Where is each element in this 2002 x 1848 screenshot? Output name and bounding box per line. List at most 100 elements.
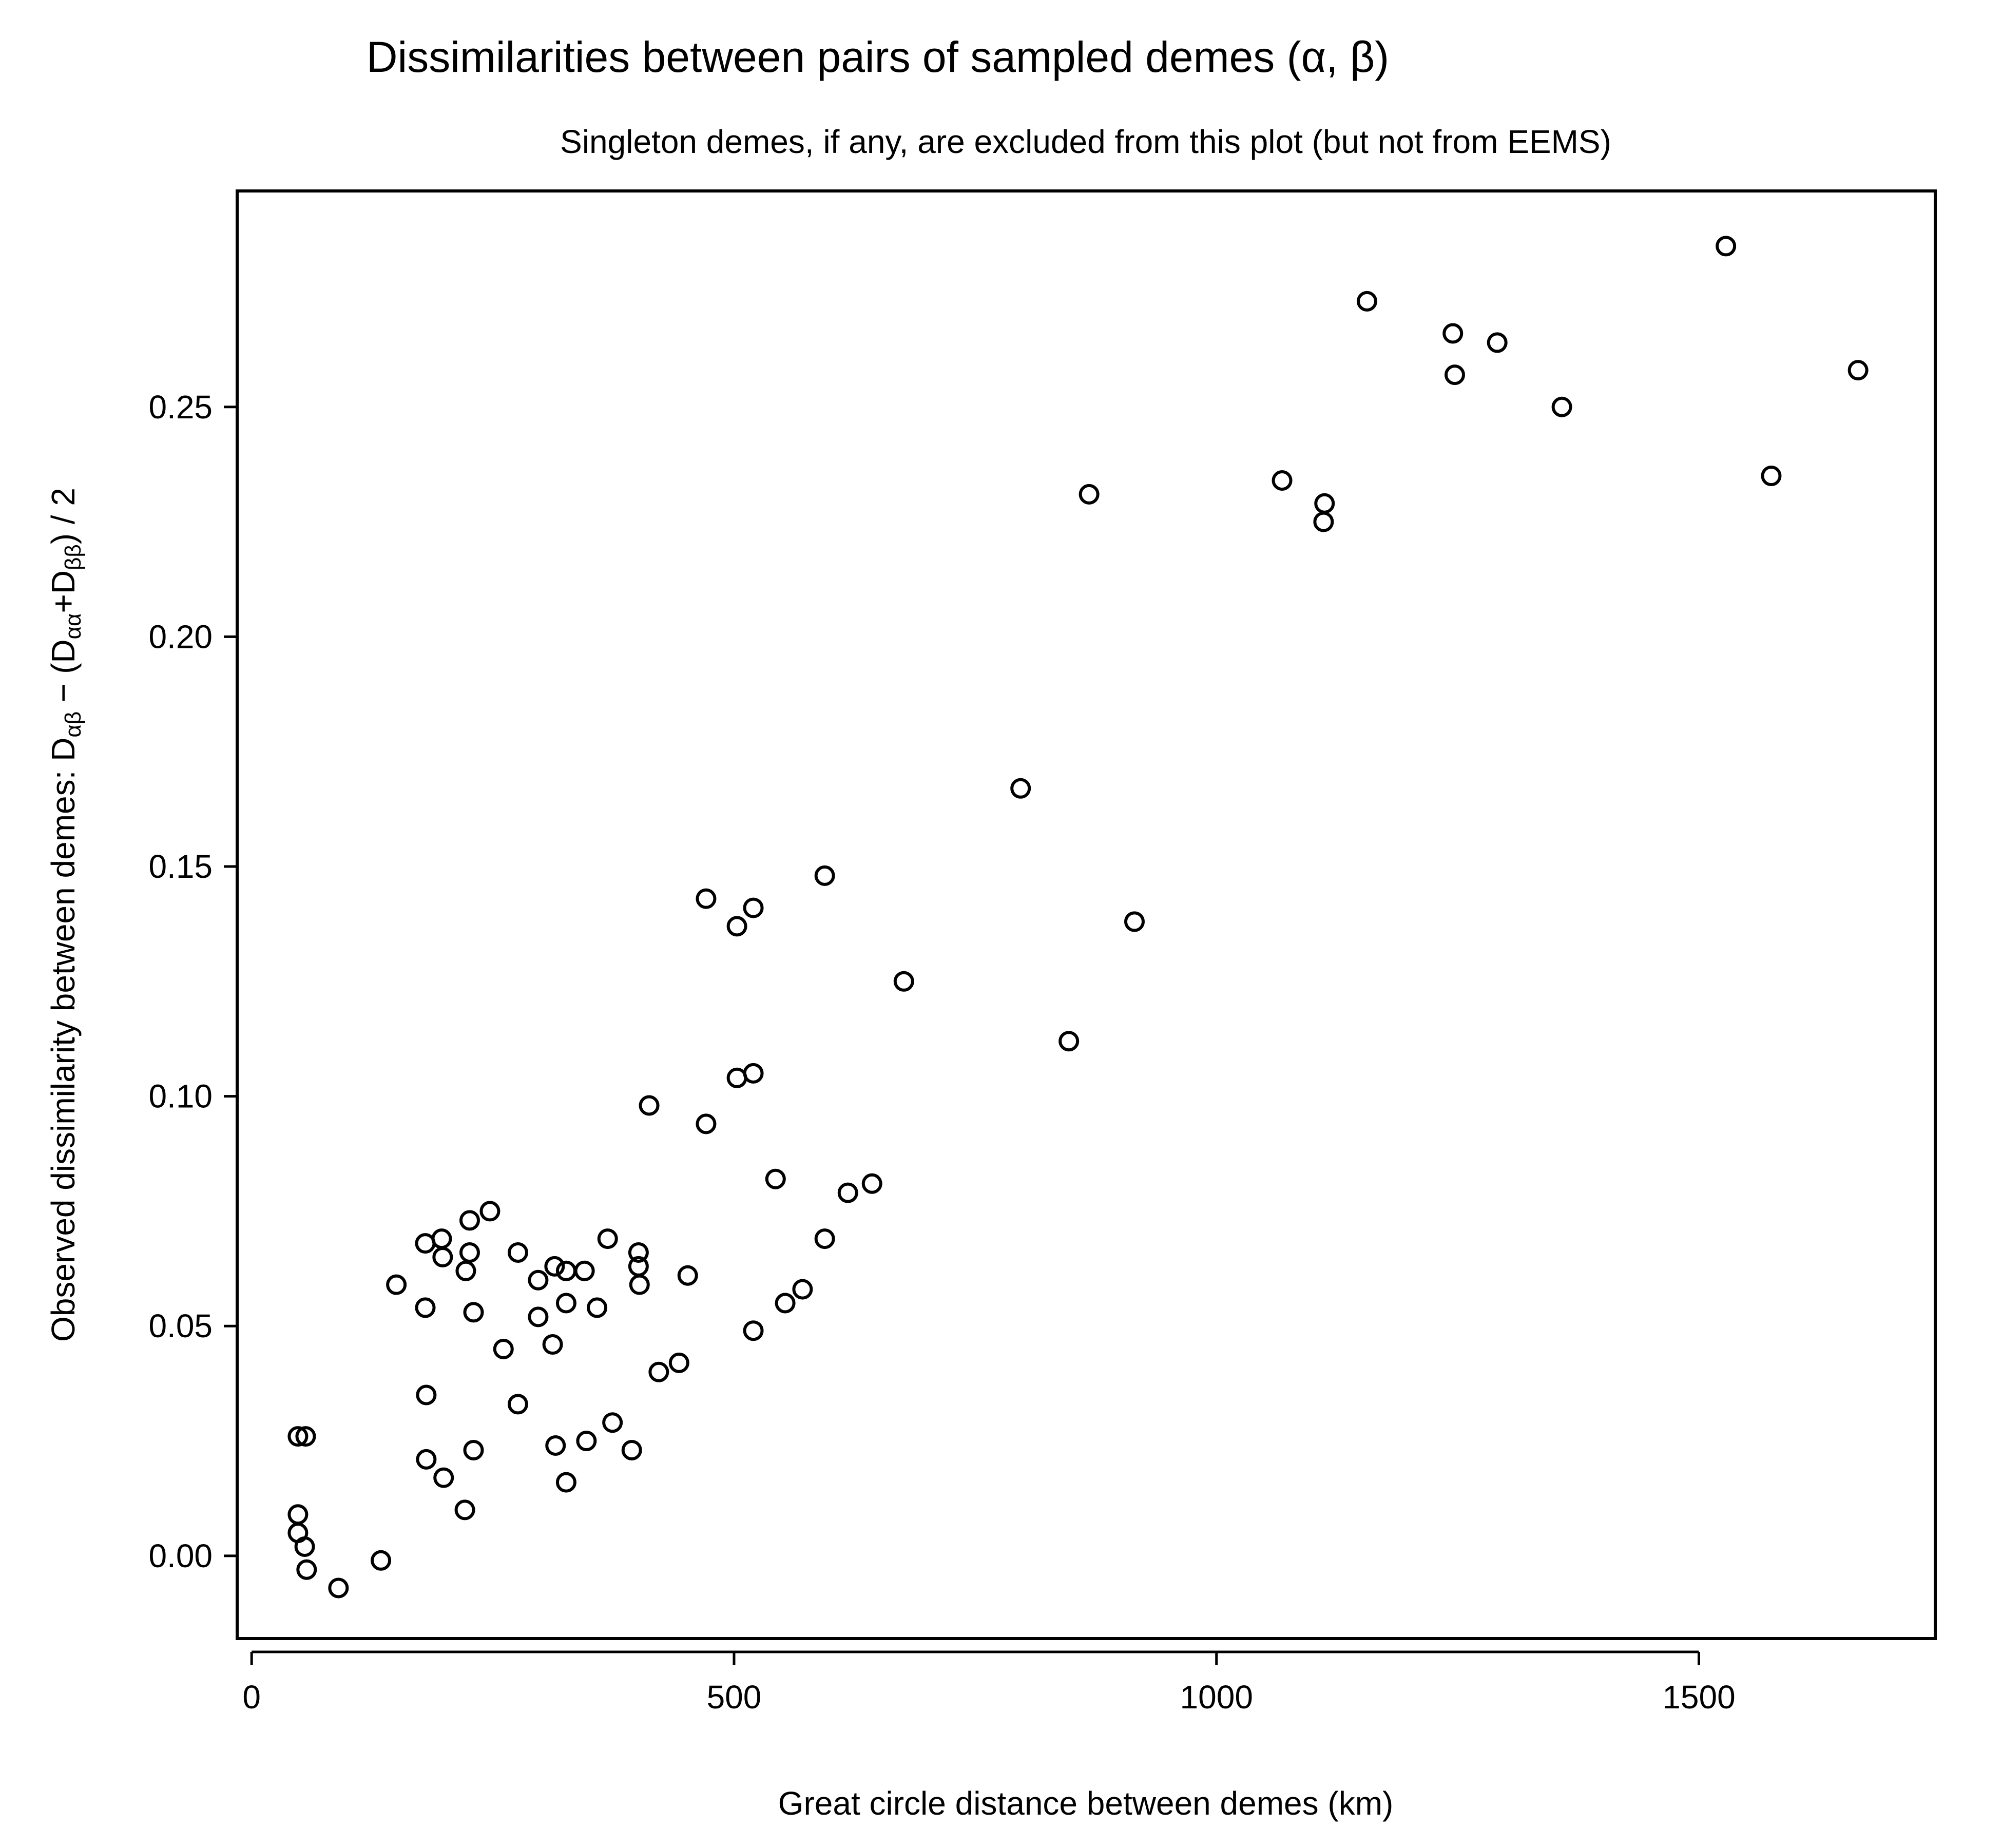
data-point xyxy=(528,1306,549,1327)
data-point xyxy=(677,1265,698,1286)
data-point xyxy=(1487,332,1508,353)
chart-subtitle: Singleton demes, if any, are excluded fr… xyxy=(560,123,1611,160)
y-tick-label: 0.20 xyxy=(148,618,213,655)
data-point xyxy=(1442,323,1464,344)
data-point xyxy=(555,1293,576,1314)
chart-title: Dissimilarities between pairs of sampled… xyxy=(367,33,1389,81)
data-point xyxy=(629,1274,650,1295)
data-point xyxy=(576,1431,597,1452)
data-point xyxy=(544,1256,565,1277)
data-point xyxy=(287,1426,309,1447)
data-point xyxy=(1124,911,1145,932)
data-point xyxy=(668,1352,689,1373)
data-point xyxy=(775,1293,796,1314)
data-point xyxy=(648,1361,669,1382)
y-axis-label: Observed dissimilarity between demes: Dα… xyxy=(45,488,86,1342)
y-tick-label: 0.05 xyxy=(148,1307,213,1344)
y-tick-label: 0.00 xyxy=(148,1537,213,1574)
data-point xyxy=(814,1228,835,1249)
x-tick-label: 500 xyxy=(707,1679,762,1716)
data-point xyxy=(1058,1031,1080,1052)
data-point xyxy=(1761,466,1782,487)
y-label-suffix: ) / 2 xyxy=(45,488,82,544)
y-label-sub2: αα xyxy=(61,613,86,640)
data-point xyxy=(386,1274,407,1295)
data-point xyxy=(743,1063,764,1084)
y-tick-label: 0.10 xyxy=(148,1078,213,1115)
y-label-prefix: Observed dissimilarity between demes: D xyxy=(45,738,82,1342)
x-tick-label: 0 xyxy=(242,1679,261,1716)
data-point xyxy=(639,1095,660,1116)
data-point xyxy=(628,1242,649,1263)
data-point xyxy=(1314,493,1335,514)
data-point xyxy=(1716,236,1737,257)
data-point xyxy=(459,1242,480,1263)
data-point xyxy=(555,1260,576,1281)
data-point xyxy=(1356,291,1377,312)
data-point xyxy=(542,1334,563,1355)
data-point xyxy=(574,1260,595,1281)
data-point xyxy=(295,1426,316,1447)
data-point xyxy=(432,1246,453,1267)
data-point xyxy=(454,1499,475,1520)
data-point xyxy=(1847,360,1869,381)
data-point xyxy=(328,1577,349,1599)
data-point xyxy=(621,1439,642,1460)
x-axis-label: Great circle distance between demes (km) xyxy=(778,1785,1394,1822)
data-point xyxy=(1551,396,1572,417)
data-point xyxy=(455,1260,476,1281)
data-point xyxy=(1272,470,1293,491)
data-point xyxy=(765,1168,786,1189)
data-point xyxy=(602,1412,623,1433)
data-point xyxy=(1010,778,1031,799)
data-point xyxy=(463,1439,484,1460)
data-point xyxy=(696,1113,717,1134)
y-tick-label: 0.15 xyxy=(148,848,213,885)
data-point xyxy=(861,1173,882,1194)
data-point xyxy=(507,1394,528,1415)
x-axis: 0 500 1000 1500 xyxy=(242,1650,1736,1716)
data-point xyxy=(296,1559,317,1580)
data-point xyxy=(696,888,717,909)
data-point xyxy=(459,1210,480,1231)
data-point xyxy=(726,916,747,937)
data-point xyxy=(463,1302,484,1323)
data-point xyxy=(416,1384,437,1406)
data-point xyxy=(597,1228,618,1249)
data-point xyxy=(493,1339,514,1359)
data-point xyxy=(1079,484,1100,505)
y-label-mid1: − (D xyxy=(45,639,82,711)
data-point xyxy=(792,1279,813,1300)
data-point xyxy=(415,1233,436,1254)
y-label-mid2: +D xyxy=(45,570,82,613)
data-point xyxy=(814,865,835,886)
data-point xyxy=(743,897,764,918)
data-point xyxy=(587,1297,608,1318)
data-point xyxy=(837,1182,858,1203)
data-point xyxy=(371,1550,392,1571)
y-label-sub1: αβ xyxy=(61,711,86,738)
data-point xyxy=(433,1467,454,1488)
data-point xyxy=(415,1297,436,1318)
data-point xyxy=(431,1228,452,1249)
data-point xyxy=(416,1449,437,1470)
data-point xyxy=(743,1320,764,1341)
data-point xyxy=(1313,511,1334,532)
data-point xyxy=(893,971,914,992)
data-point xyxy=(555,1472,576,1493)
data-point xyxy=(545,1435,566,1456)
data-points xyxy=(287,236,1869,1599)
x-tick-label: 1000 xyxy=(1180,1679,1253,1716)
y-label-sub3: ββ xyxy=(61,544,86,570)
data-point xyxy=(1444,364,1465,386)
data-point xyxy=(726,1067,747,1088)
data-point xyxy=(528,1269,549,1291)
y-axis: 0.00 0.05 0.10 0.15 0.20 0.25 xyxy=(148,389,239,1574)
plot-frame xyxy=(236,189,1937,1640)
data-point xyxy=(287,1504,309,1525)
data-point xyxy=(479,1201,500,1222)
y-tick-label: 0.25 xyxy=(148,389,213,426)
x-tick-label: 1500 xyxy=(1662,1679,1735,1716)
data-point xyxy=(507,1242,528,1263)
